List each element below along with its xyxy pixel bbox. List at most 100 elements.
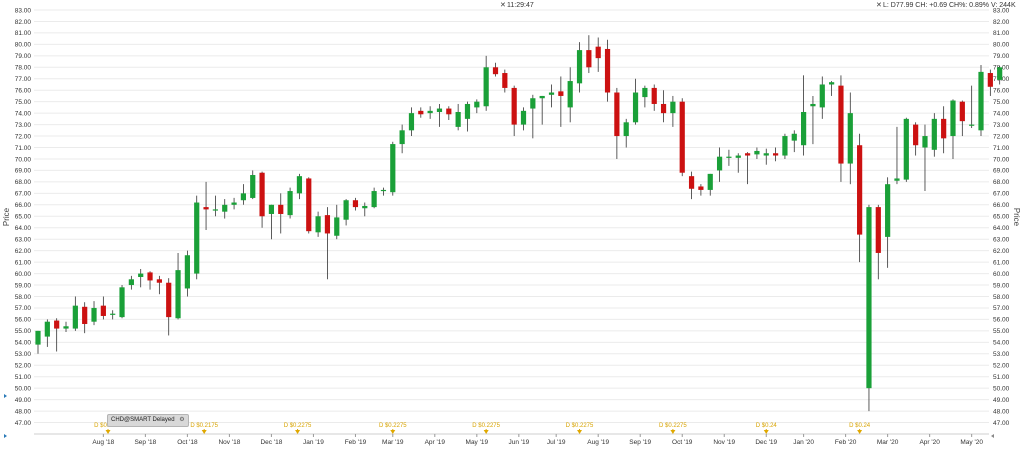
candle bbox=[642, 85, 648, 108]
candle bbox=[576, 42, 583, 93]
candle bbox=[324, 207, 331, 280]
candle-body-down bbox=[744, 153, 751, 156]
candle-body-down bbox=[857, 145, 863, 235]
candle bbox=[997, 66, 1003, 85]
candle-body-up bbox=[212, 209, 218, 211]
price-tick-label: 66.00 bbox=[15, 202, 32, 209]
candle-body-down bbox=[614, 92, 620, 137]
candle bbox=[735, 153, 741, 173]
candle bbox=[343, 199, 349, 226]
dividend-marker[interactable]: D $0.2175 bbox=[190, 423, 219, 434]
candle-body-up bbox=[63, 326, 69, 329]
price-tick-label: 56.00 bbox=[15, 317, 32, 324]
candle-body-down bbox=[166, 282, 172, 318]
candle bbox=[54, 318, 60, 352]
candle bbox=[829, 81, 835, 96]
candle-body-up bbox=[390, 144, 396, 193]
symbol-badge[interactable]: CHD@SMART Delayed ⚙ bbox=[107, 414, 189, 427]
candle-body-up bbox=[894, 178, 900, 181]
candle-body-up bbox=[296, 176, 303, 194]
candle-body-up bbox=[782, 136, 788, 156]
candle-body-down bbox=[259, 172, 265, 217]
candle-body-down bbox=[82, 306, 88, 324]
time-tick-label: Feb '19 bbox=[345, 439, 367, 446]
candle-body-up bbox=[763, 153, 769, 156]
candle bbox=[138, 268, 144, 288]
price-tick-label: 47.00 bbox=[15, 420, 32, 427]
time-tick-label: Nov '19 bbox=[713, 439, 735, 446]
price-tick-label: 54.00 bbox=[993, 340, 1010, 347]
price-tick-label: 61.00 bbox=[15, 259, 32, 266]
candle bbox=[296, 173, 303, 200]
candle bbox=[782, 133, 788, 159]
dividend-marker[interactable]: D $0.2275 bbox=[566, 423, 594, 434]
dividend-marker[interactable]: D $0.24 bbox=[756, 423, 778, 434]
time-tick-label: Apr '19 bbox=[425, 439, 446, 446]
dividend-marker[interactable]: D $0.2275 bbox=[472, 423, 501, 434]
candle-body-down bbox=[100, 305, 106, 316]
candle bbox=[922, 124, 928, 192]
time-tick-label: Dec '18 bbox=[260, 439, 282, 446]
price-tick-label: 53.00 bbox=[993, 351, 1010, 358]
candle-body-up bbox=[91, 307, 97, 322]
dividend-marker[interactable]: D $0.2275 bbox=[379, 423, 407, 434]
candle bbox=[885, 177, 891, 268]
price-tick-label: 49.00 bbox=[15, 397, 32, 404]
time-tick-label: Oct '19 bbox=[672, 439, 693, 446]
candle bbox=[586, 35, 592, 74]
candle bbox=[72, 296, 78, 331]
dividend-marker[interactable]: D $0.2275 bbox=[659, 423, 687, 434]
candle-body-up bbox=[184, 255, 190, 289]
candle bbox=[847, 92, 853, 185]
candle-body-up bbox=[408, 113, 415, 131]
candle bbox=[716, 147, 723, 182]
candle bbox=[334, 204, 340, 240]
close-marker-icon[interactable]: ✕ bbox=[500, 2, 506, 9]
price-tick-label: 59.00 bbox=[993, 282, 1010, 289]
candle-body-up bbox=[436, 108, 443, 112]
scroll-arrow-icon[interactable] bbox=[4, 394, 994, 438]
candle bbox=[726, 149, 732, 166]
symbol-badge-label: CHD@SMART Delayed bbox=[111, 417, 175, 423]
candle bbox=[604, 39, 611, 102]
candle bbox=[978, 65, 984, 137]
candle bbox=[548, 84, 555, 108]
candle bbox=[119, 285, 125, 319]
price-tick-label: 80.00 bbox=[15, 42, 32, 49]
candle-body-up bbox=[866, 207, 872, 389]
dividend-arrow-icon bbox=[295, 430, 301, 434]
candle-body-up bbox=[885, 184, 891, 237]
candle bbox=[418, 107, 424, 118]
candle bbox=[268, 204, 275, 240]
candle bbox=[371, 187, 377, 209]
candle bbox=[91, 301, 97, 326]
candle bbox=[595, 37, 601, 72]
dividend-marker[interactable]: D $0.2275 bbox=[284, 423, 312, 434]
dividend-marker[interactable]: D $0.24 bbox=[849, 423, 871, 434]
candle bbox=[791, 130, 797, 153]
candle bbox=[688, 171, 695, 200]
candle-body-up bbox=[969, 124, 975, 126]
time-tick-label: Aug '18 bbox=[92, 439, 114, 446]
quote-close-icon[interactable]: ✕ bbox=[876, 2, 882, 9]
header-time: 11:29:47 bbox=[507, 2, 534, 9]
settings-icon[interactable]: ⚙ bbox=[179, 417, 185, 423]
dividend-arrow-icon bbox=[857, 430, 863, 434]
candle-body-up bbox=[623, 122, 629, 137]
candle-body-down bbox=[306, 178, 312, 232]
candle-body-up bbox=[231, 202, 237, 205]
candle-body-down bbox=[54, 320, 60, 329]
candle-body-up bbox=[44, 321, 50, 337]
candle bbox=[259, 171, 265, 228]
candle-body-up bbox=[548, 92, 555, 95]
candle-body-down bbox=[688, 176, 695, 189]
time-tick-label: Oct '18 bbox=[177, 439, 198, 446]
dividend-label: D $0.2175 bbox=[190, 423, 218, 429]
price-tick-label: 55.00 bbox=[15, 328, 32, 335]
candle bbox=[194, 195, 200, 280]
candle-body-down bbox=[446, 108, 452, 115]
time-tick-label: Mar '19 bbox=[382, 439, 404, 446]
candle bbox=[212, 195, 218, 217]
candle bbox=[539, 95, 545, 125]
candle-body-up bbox=[362, 205, 368, 209]
